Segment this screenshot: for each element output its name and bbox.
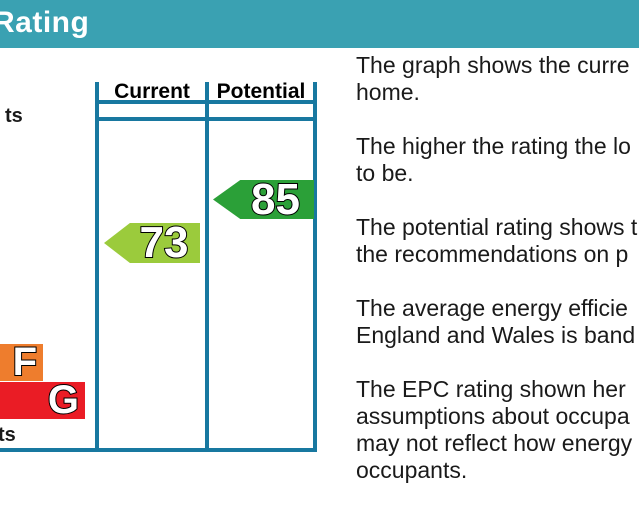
chart-vertical-line-right: [313, 82, 317, 452]
chart-vertical-line-left: [95, 82, 99, 452]
explanatory-text-block: The graph shows the curre home. The high…: [356, 52, 639, 511]
band-f: F: [0, 340, 43, 384]
current-column-header: Current: [114, 80, 190, 103]
band-g-letter: G: [47, 378, 80, 422]
text-line: occupants.: [356, 457, 468, 483]
band-g: G: [0, 378, 85, 422]
band-f-letter: F: [12, 340, 38, 384]
chart-header-underline: [95, 100, 317, 104]
text-line: The potential rating shows t: [356, 214, 638, 240]
chart-bottom-border: [0, 448, 317, 452]
chart-vertical-line-middle: [205, 82, 209, 452]
text-line: The EPC rating shown her: [356, 376, 626, 402]
paragraph-potential-rating: The potential rating shows t the recomme…: [356, 214, 639, 268]
text-line: home.: [356, 79, 420, 105]
text-line: The higher the rating the lo: [356, 133, 631, 159]
text-line: The graph shows the curre: [356, 52, 630, 78]
paragraph-higher-rating: The higher the rating the lo to be.: [356, 133, 639, 187]
text-line: the recommendations on p: [356, 241, 629, 267]
potential-rating-arrow: 85: [213, 180, 314, 219]
bottom-caption-fragment: ts: [0, 424, 16, 446]
paragraph-graph-shows: The graph shows the curre home.: [356, 52, 639, 106]
text-line: to be.: [356, 160, 414, 186]
chart-body-top-border: [95, 117, 317, 121]
paragraph-average-rating: The average energy efficie England and W…: [356, 295, 639, 349]
top-caption-fragment: ts: [5, 105, 23, 127]
potential-column-header: Potential: [216, 80, 306, 103]
text-line: The average energy efficie: [356, 295, 628, 321]
text-line: assumptions about occupa: [356, 403, 630, 429]
page-title: Rating: [0, 6, 90, 39]
paragraph-epc-assumptions: The EPC rating shown her assumptions abo…: [356, 376, 639, 484]
potential-rating-value: 85: [250, 174, 301, 224]
text-line: England and Wales is band: [356, 322, 636, 348]
current-rating-arrow: 73: [104, 223, 200, 263]
current-rating-value: 73: [139, 218, 190, 267]
header-bar: Rating: [0, 0, 639, 48]
text-line: may not reflect how energy: [356, 430, 633, 456]
